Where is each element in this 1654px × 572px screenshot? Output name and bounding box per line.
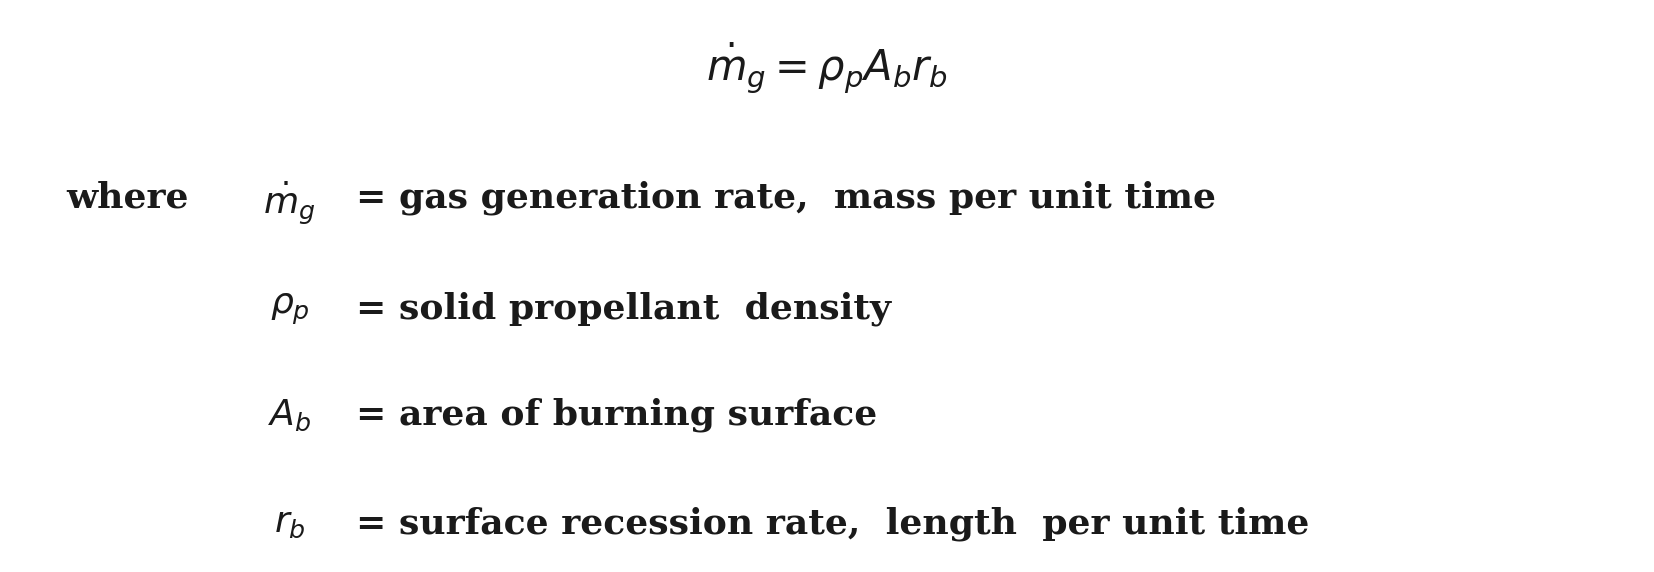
Text: $A_b$: $A_b$ [268, 398, 311, 433]
Text: $\rho_p$: $\rho_p$ [270, 292, 309, 327]
Text: = solid propellant  density: = solid propellant density [356, 292, 890, 326]
Text: $r_b$: $r_b$ [273, 506, 306, 540]
Text: where: where [66, 180, 189, 214]
Text: = gas generation rate,  mass per unit time: = gas generation rate, mass per unit tim… [356, 180, 1216, 214]
Text: $\dot{m}_g$: $\dot{m}_g$ [263, 180, 316, 227]
Text: $\dot{m}_g = \rho_p A_b r_b$: $\dot{m}_g = \rho_p A_b r_b$ [706, 40, 948, 95]
Text: = area of burning surface: = area of burning surface [356, 398, 877, 432]
Text: = surface recession rate,  length  per unit time: = surface recession rate, length per uni… [356, 506, 1308, 541]
